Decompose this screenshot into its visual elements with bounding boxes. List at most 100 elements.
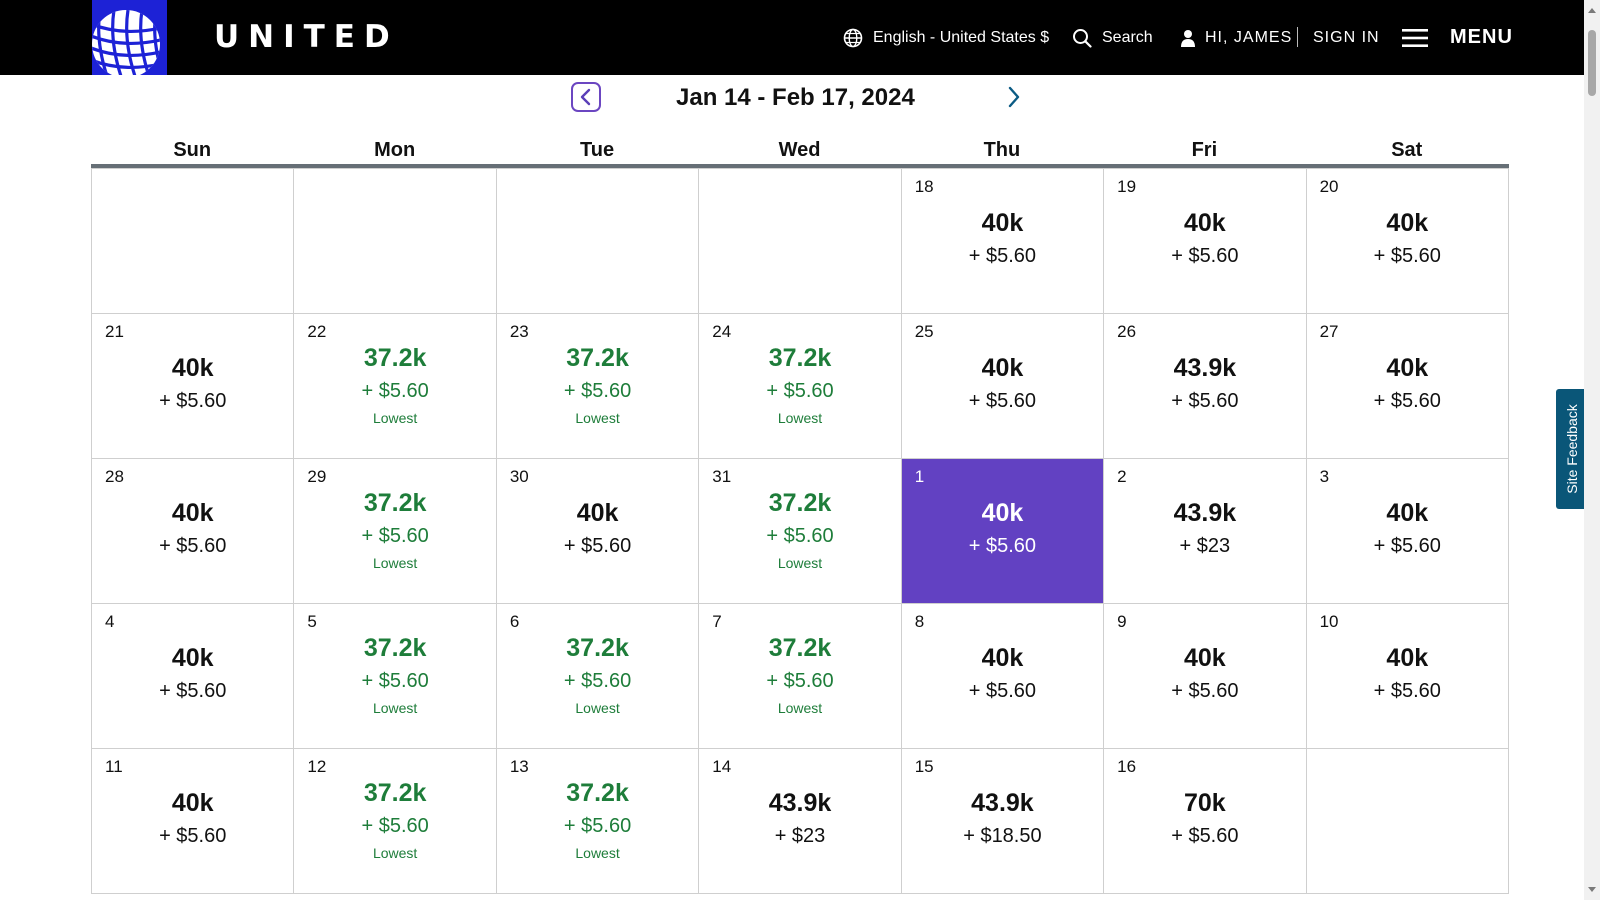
cash-fee: + $5.60 [159, 825, 227, 847]
calendar-day[interactable]: 2 43.9k + $23 [1104, 459, 1307, 604]
day-number: 31 [712, 467, 732, 486]
top-navigation-bar: UNITED English - United States $ Search … [0, 0, 1584, 75]
cash-fee: + $5.60 [159, 680, 227, 702]
miles-price: 37.2k [363, 489, 427, 517]
calendar-day[interactable]: 3 40k + $5.60 [1306, 459, 1509, 604]
miles-price: 37.2k [363, 634, 427, 662]
miles-price: 37.2k [566, 634, 629, 662]
day-number: 10 [1319, 612, 1339, 631]
calendar-day[interactable]: 12 37.2k + $5.60 Lowest [294, 749, 497, 894]
language-selector[interactable]: English - United States $ [843, 0, 1049, 75]
miles-price: 40k [1386, 354, 1429, 382]
date-range-title: Jan 14 - Feb 17, 2024 [676, 84, 915, 111]
calendar-day[interactable]: 5 37.2k + $5.60 Lowest [294, 604, 497, 749]
miles-price: 40k [1386, 644, 1429, 672]
calendar-day[interactable]: 7 37.2k + $5.60 Lowest [699, 604, 902, 749]
day-number: 23 [509, 322, 529, 341]
miles-price: 43.9k [971, 789, 1034, 817]
lowest-badge: Lowest [777, 555, 823, 571]
calendar-day[interactable]: 29 37.2k + $5.60 Lowest [294, 459, 497, 604]
calendar-day[interactable]: 28 40k + $5.60 [92, 459, 295, 604]
cash-fee: + $5.60 [563, 815, 632, 837]
cash-fee: + $5.60 [1171, 825, 1239, 847]
calendar-day[interactable]: 31 37.2k + $5.60 Lowest [699, 459, 902, 604]
day-number: 18 [914, 177, 934, 196]
calendar-day[interactable]: 20 40k + $5.60 [1306, 169, 1509, 314]
day-number: 15 [914, 757, 934, 776]
day-number: 13 [509, 757, 529, 776]
calendar-day[interactable]: 15 43.9k + $18.50 [901, 749, 1105, 894]
calendar-day[interactable]: 10 40k + $5.60 [1306, 604, 1509, 749]
lowest-badge: Lowest [777, 410, 823, 426]
calendar-day-selected[interactable]: 1 40k + $5.60 [901, 459, 1105, 604]
miles-price: 43.9k [768, 789, 832, 817]
day-number: 29 [307, 467, 327, 486]
cash-fee: + $5.60 [1171, 390, 1239, 412]
calendar-day[interactable]: 22 37.2k + $5.60 Lowest [294, 314, 497, 459]
weekday-header: Sun Mon Tue Wed Thu Fri Sat [91, 134, 1508, 164]
calendar-day[interactable]: 13 37.2k + $5.60 Lowest [496, 749, 700, 894]
scrollbar-thumb[interactable] [1588, 30, 1596, 96]
miles-price: 70k [1183, 789, 1226, 817]
menu-button[interactable]: MENU [1402, 0, 1513, 75]
calendar-day[interactable]: 27 40k + $5.60 [1306, 314, 1509, 459]
cash-fee: + $5.60 [1373, 535, 1441, 557]
cash-fee: + $5.60 [766, 670, 834, 692]
calendar-day[interactable]: 6 37.2k + $5.60 Lowest [496, 604, 700, 749]
calendar-day[interactable]: 4 40k + $5.60 [92, 604, 295, 749]
day-number: 9 [1117, 612, 1127, 631]
sign-in-link[interactable]: SIGN IN [1313, 28, 1380, 46]
calendar-day[interactable]: 24 37.2k + $5.60 Lowest [699, 314, 902, 459]
day-number: 12 [307, 757, 327, 776]
cash-fee: + $23 [774, 825, 826, 847]
calendar-day[interactable]: 25 40k + $5.60 [901, 314, 1105, 459]
cash-fee: + $23 [1179, 535, 1231, 557]
greeting-label: HI, JAMES [1205, 28, 1293, 46]
calendar-day-empty [1306, 749, 1509, 894]
miles-price: 40k [1386, 209, 1429, 237]
calendar-day[interactable]: 19 40k + $5.60 [1104, 169, 1307, 314]
cash-fee: + $5.60 [968, 245, 1037, 267]
lowest-badge: Lowest [777, 700, 823, 716]
calendar-day[interactable]: 8 40k + $5.60 [901, 604, 1105, 749]
calendar-day[interactable]: 23 37.2k + $5.60 Lowest [496, 314, 700, 459]
calendar-day[interactable]: 11 40k + $5.60 [92, 749, 295, 894]
weekday-header-rule [91, 164, 1509, 168]
united-wordmark[interactable]: UNITED [214, 19, 399, 55]
miles-price: 40k [171, 789, 214, 817]
day-number: 14 [712, 757, 732, 776]
miles-price: 40k [171, 499, 214, 527]
calendar-day[interactable]: 30 40k + $5.60 [496, 459, 700, 604]
calendar-day[interactable]: 18 40k + $5.60 [901, 169, 1105, 314]
day-number: 16 [1117, 757, 1137, 776]
account-greeting[interactable]: HI, JAMES [1181, 0, 1292, 75]
calendar-day[interactable]: 9 40k + $5.60 [1104, 604, 1307, 749]
next-range-button[interactable] [1003, 83, 1025, 111]
search-button[interactable]: Search [1072, 0, 1153, 75]
weekday-label: Mon [374, 139, 416, 161]
day-number: 4 [105, 612, 115, 631]
calendar-day[interactable]: 16 70k + $5.60 [1104, 749, 1307, 894]
weekday-label: Sat [1391, 139, 1423, 161]
scroll-up-arrow-icon[interactable] [1588, 8, 1596, 13]
calendar-day[interactable]: 21 40k + $5.60 [92, 314, 295, 459]
nav-divider [1297, 27, 1298, 47]
day-number: 25 [914, 322, 934, 341]
site-feedback-tab[interactable]: Site Feedback [1556, 389, 1588, 509]
cash-fee: + $5.60 [968, 680, 1037, 702]
cash-fee: + $5.60 [968, 390, 1037, 412]
previous-range-button[interactable] [571, 82, 601, 112]
page-scrollbar[interactable] [1584, 0, 1600, 900]
miles-price: 40k [171, 644, 214, 672]
calendar-day[interactable]: 14 43.9k + $23 [699, 749, 902, 894]
miles-price: 43.9k [1173, 499, 1237, 527]
cash-fee: + $5.60 [1373, 390, 1441, 412]
miles-price: 37.2k [566, 344, 629, 372]
scroll-down-arrow-icon[interactable] [1588, 887, 1596, 892]
day-number: 11 [105, 757, 123, 776]
calendar-day[interactable]: 26 43.9k + $5.60 [1104, 314, 1307, 459]
day-number: 1 [914, 467, 925, 486]
cash-fee: + $5.60 [361, 380, 429, 402]
day-number: 21 [105, 322, 124, 341]
united-globe-logo[interactable] [92, 0, 167, 75]
